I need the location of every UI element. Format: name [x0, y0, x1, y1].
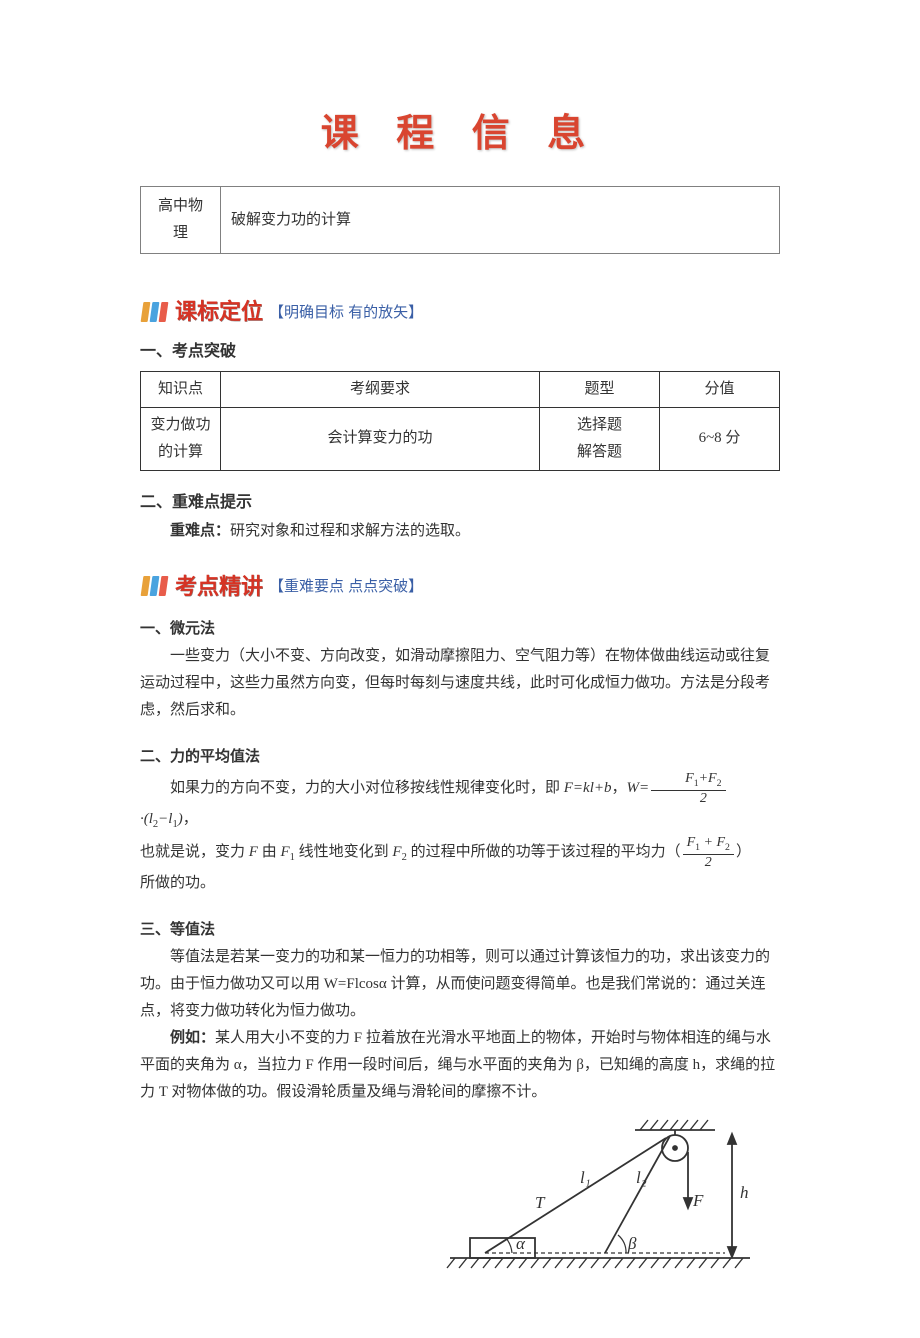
td2-l1: 选择题 — [577, 417, 622, 433]
badge2-subtitle: 【重难要点 点点突破】 — [269, 573, 423, 600]
label-l1: l₁ — [580, 1168, 591, 1187]
m3p2: 某人用大小不变的力 F 拉着放在光滑水平地面上的物体，开始时与物体相连的绳与水平… — [140, 1030, 775, 1100]
difficulty-label: 重难点： — [170, 523, 230, 539]
label-F: F — [692, 1191, 704, 1210]
m2p2c: 线性地变化到 — [295, 844, 393, 860]
diagram-svg: T l₁ l₂ F h α β — [440, 1118, 760, 1288]
label-T: T — [535, 1193, 546, 1212]
th-3: 分值 — [660, 371, 780, 407]
td-0: 变力做功 的计算 — [141, 407, 221, 470]
example-label: 例如： — [170, 1030, 215, 1046]
td0-l2: 的计算 — [158, 444, 203, 460]
m2p1a: 如果力的方向不变，力的大小对位移按线性规律变化时，即 — [170, 780, 564, 796]
label-alpha: α — [516, 1234, 526, 1253]
m2p1b: ， — [612, 780, 627, 796]
difficulty-text: 研究对象和过程和求解方法的选取。 — [230, 523, 470, 539]
books-icon — [140, 574, 169, 598]
pulley-diagram: T l₁ l₂ F h α β — [140, 1118, 780, 1298]
m2p1after: ， — [183, 811, 198, 827]
header-info-table: 高中物理 破解变力功的计算 — [140, 186, 780, 254]
header-label-cell: 高中物理 — [141, 187, 221, 254]
m2-W: W= — [627, 780, 650, 796]
books-icon — [140, 300, 169, 324]
label-beta: β — [627, 1234, 637, 1253]
m2p2a: 也就是说，变力 — [140, 844, 249, 860]
heading-s3: 一、微元法 — [140, 616, 780, 643]
badge1-subtitle: 【明确目标 有的放矢】 — [269, 299, 423, 326]
fraction-1: F1+F22 — [651, 771, 725, 806]
m2-F: F — [249, 844, 258, 860]
difficulty-para: 重难点：研究对象和过程和求解方法的选取。 — [140, 518, 780, 545]
td-1: 会计算变力的功 — [221, 407, 540, 470]
badge1-title: 课标定位 — [175, 292, 263, 332]
m2-F1: F1 — [280, 844, 294, 860]
page-title-banner: 课 程 信 息 — [140, 100, 780, 168]
m2p2e: ） — [736, 844, 751, 860]
heading-s5: 三、等值法 — [140, 917, 780, 944]
td2-l2: 解答题 — [577, 444, 622, 460]
td-2: 选择题 解答题 — [540, 407, 660, 470]
label-l2: l₂ — [636, 1168, 647, 1187]
section-badge-2: 考点精讲 【重难要点 点点突破】 — [140, 567, 780, 607]
method2-p1: 如果力的方向不变，力的大小对位移按线性规律变化时，即 F=kl+b，W=F1+F… — [140, 771, 780, 835]
method3-p1: 等值法是若某一变力的功和某一恒力的功相等，则可以通过计算该恒力的功，求出该变力的… — [140, 944, 780, 1025]
m2p2d: 的过程中所做的功等于该过程的平均力（ — [407, 844, 681, 860]
method2-p3: 所做的功。 — [140, 870, 780, 897]
fraction-2: F1 + F22 — [683, 835, 734, 870]
m2-ldiff: ·(l2−l1) — [140, 811, 183, 827]
heading-s4: 二、力的平均值法 — [140, 744, 780, 771]
m2-F2: F2 — [392, 844, 406, 860]
th-1: 考纲要求 — [221, 371, 540, 407]
badge2-title: 考点精讲 — [175, 567, 263, 607]
heading-s1: 一、考点突破 — [140, 338, 780, 367]
method2-p2: 也就是说，变力 F 由 F1 线性地变化到 F2 的过程中所做的功等于该过程的平… — [140, 835, 780, 870]
td-3: 6~8 分 — [660, 407, 780, 470]
header-value-cell: 破解变力功的计算 — [221, 187, 780, 254]
th-2: 题型 — [540, 371, 660, 407]
method3-p2: 例如：某人用大小不变的力 F 拉着放在光滑水平地面上的物体，开始时与物体相连的绳… — [140, 1025, 780, 1106]
heading-s2: 二、重难点提示 — [140, 489, 780, 518]
m2p2b: 由 — [258, 844, 281, 860]
method1-p1: 一些变力（大小不变、方向改变，如滑动摩擦阻力、空气阻力等）在物体做曲线运动或往复… — [140, 643, 780, 724]
banner-title-text: 课 程 信 息 — [321, 113, 600, 155]
exam-points-table: 知识点 考纲要求 题型 分值 变力做功 的计算 会计算变力的功 选择题 解答题 … — [140, 371, 780, 471]
m2-formula1: F=kl+b — [564, 780, 612, 796]
label-h: h — [740, 1183, 749, 1202]
td0-l1: 变力做功 — [150, 417, 210, 433]
section-badge-1: 课标定位 【明确目标 有的放矢】 — [140, 292, 780, 332]
th-0: 知识点 — [141, 371, 221, 407]
